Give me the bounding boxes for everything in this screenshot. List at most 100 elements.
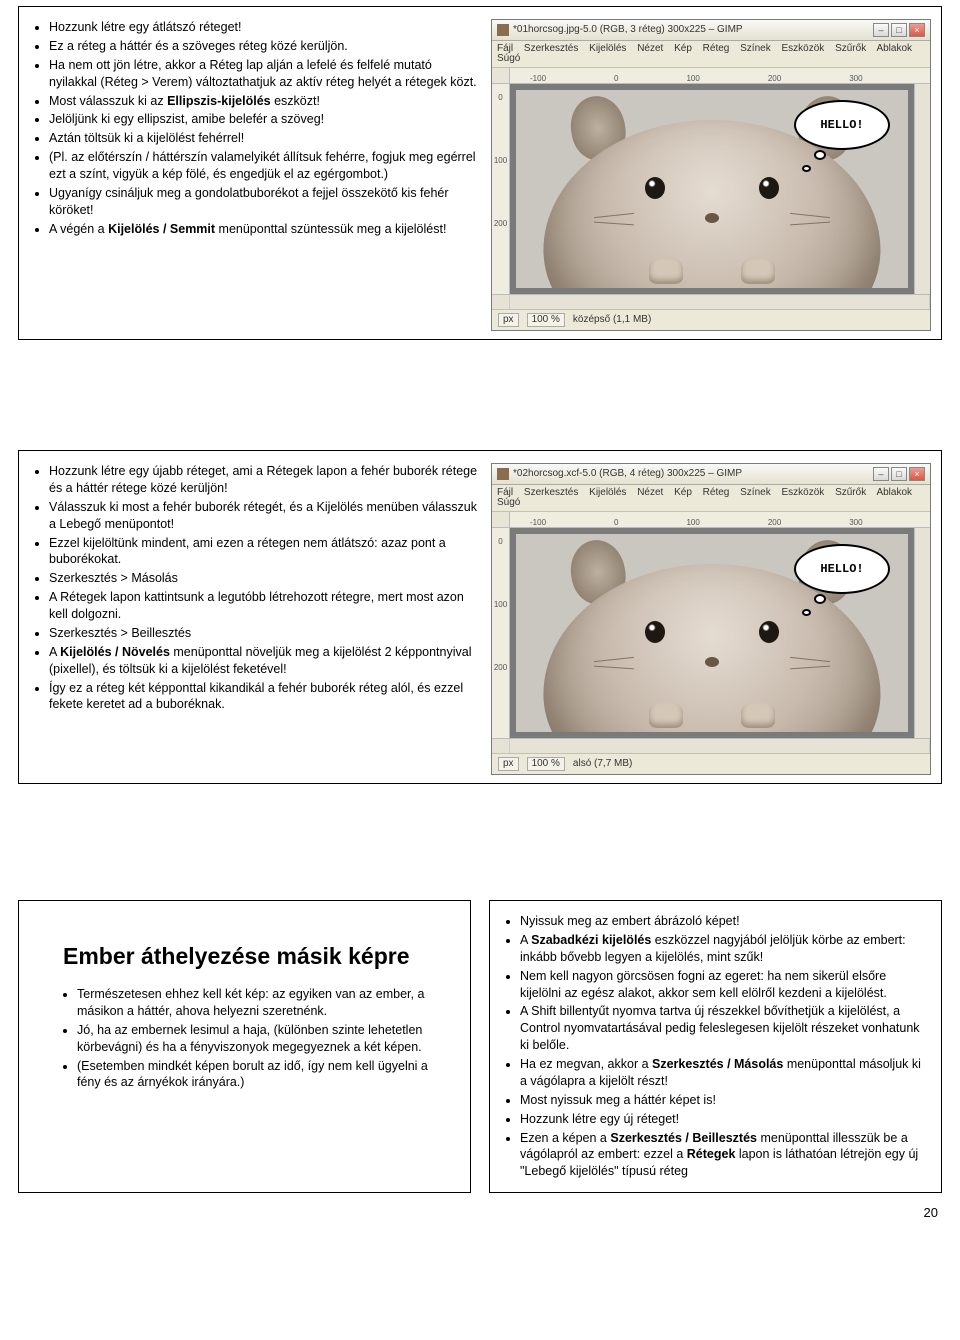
bubble-dot (802, 165, 811, 172)
hamster-paw-left (649, 258, 683, 284)
menu-item[interactable]: Nézet (637, 43, 663, 54)
gimp-titlebar: *01horcsog.jpg-5.0 (RGB, 3 réteg) 300x22… (492, 20, 930, 41)
slide-3: Ember áthelyezése másik képre Természete… (18, 900, 471, 1193)
menu-item[interactable]: Súgó (497, 497, 520, 508)
ruler-tick: 100 (686, 75, 699, 83)
ruler-tick: 0 (614, 519, 618, 527)
slide4-bullets: Nyissuk meg az embert ábrázoló képet! A … (500, 913, 931, 1180)
scroll-track[interactable] (510, 739, 912, 753)
gimp-window-2: *02horcsog.xcf-5.0 (RGB, 4 réteg) 300x22… (491, 463, 931, 775)
gimp-menubar[interactable]: Fájl Szerkesztés Kijelölés Nézet Kép Rét… (492, 485, 930, 512)
menu-item[interactable]: Szűrők (835, 487, 866, 498)
page-number: 20 (0, 1205, 938, 1220)
ruler-tick: 300 (849, 75, 862, 83)
menu-item[interactable]: Kép (674, 487, 692, 498)
ruler-tick: 0 (498, 94, 502, 102)
scrollbar-horizontal[interactable] (492, 738, 930, 753)
menu-item[interactable]: Ablakok (876, 43, 912, 54)
ruler-tick: -100 (530, 519, 546, 527)
slide-1: Hozzunk létre egy átlátszó réteget! Ez a… (18, 6, 942, 340)
bullet: A Szabadkézi kijelölés eszközzel nagyjáb… (520, 932, 921, 966)
menu-item[interactable]: Eszközök (782, 487, 825, 498)
scrollbar-vertical[interactable] (914, 84, 930, 294)
menu-item[interactable]: Szűrők (835, 43, 866, 54)
menu-item[interactable]: Szerkesztés (524, 487, 578, 498)
bullet: Nem kell nagyon görcsösen fogni az egere… (520, 968, 921, 1002)
scrollbar-horizontal[interactable] (492, 294, 930, 309)
minimize-button[interactable]: – (873, 23, 889, 37)
hamster-eye-right (759, 621, 779, 643)
ruler-row: -100 0 100 200 300 (492, 68, 930, 84)
gimp-window-1: *01horcsog.jpg-5.0 (RGB, 3 réteg) 300x22… (491, 19, 931, 331)
gimp-canvas[interactable]: HELLO! (510, 84, 914, 294)
bullet: Így ez a réteg két képponttal kikandikál… (49, 680, 481, 714)
bullet: Ha nem ott jön létre, akkor a Réteg lap … (49, 57, 481, 91)
close-button[interactable]: × (909, 467, 925, 481)
gimp-title: *01horcsog.jpg-5.0 (RGB, 3 réteg) 300x22… (513, 25, 873, 35)
bullet: (Pl. az előtérszín / háttérszín valamely… (49, 149, 481, 183)
bullet: Ez a réteg a háttér és a szöveges réteg … (49, 38, 481, 55)
ruler-tick: 200 (494, 664, 507, 672)
unit-dropdown[interactable]: px (498, 313, 519, 327)
menu-item[interactable]: Eszközök (782, 43, 825, 54)
bullet: Szerkesztés > Beillesztés (49, 625, 481, 642)
menu-item[interactable]: Színek (740, 487, 771, 498)
ruler-horizontal: -100 0 100 200 300 (510, 512, 930, 528)
menu-item[interactable]: Színek (740, 43, 771, 54)
gimp-canvas[interactable]: HELLO! (510, 528, 914, 738)
bullet: Ezen a képen a Szerkesztés / Beillesztés… (520, 1130, 921, 1181)
zoom-dropdown[interactable]: 100 % (527, 313, 565, 327)
slide-4: Nyissuk meg az embert ábrázoló képet! A … (489, 900, 942, 1193)
close-button[interactable]: × (909, 23, 925, 37)
slide2-text: Hozzunk létre egy újabb réteget, ami a R… (29, 459, 491, 775)
menu-item[interactable]: Réteg (703, 487, 730, 498)
bullet: Hozzunk létre egy átlátszó réteget! (49, 19, 481, 36)
minimize-button[interactable]: – (873, 467, 889, 481)
scroll-track[interactable] (510, 295, 912, 309)
status-text: középső (1,1 MB) (573, 315, 651, 325)
ruler-tick: -100 (530, 75, 546, 83)
bullet: Aztán töltsük ki a kijelölést fehérrel! (49, 130, 481, 147)
menu-item[interactable]: Kijelölés (589, 43, 626, 54)
menu-item[interactable]: Kijelölés (589, 487, 626, 498)
maximize-button[interactable]: □ (891, 467, 907, 481)
slide1-image: *01horcsog.jpg-5.0 (RGB, 3 réteg) 300x22… (491, 15, 931, 331)
menu-item[interactable]: Szerkesztés (524, 43, 578, 54)
ruler-vertical: 0 100 200 (492, 528, 510, 738)
thought-bubble: HELLO! (794, 100, 890, 150)
menu-item[interactable]: Réteg (703, 43, 730, 54)
menu-item[interactable]: Súgó (497, 53, 520, 64)
bullet: Válasszuk ki most a fehér buborék rétegé… (49, 499, 481, 533)
bullet: Most nyissuk meg a háttér képet is! (520, 1092, 921, 1109)
bubble-dot (814, 150, 826, 160)
ruler-tick: 0 (498, 538, 502, 546)
ruler-tick: 100 (494, 157, 507, 165)
scroll-corner (912, 739, 930, 753)
menu-item[interactable]: Kép (674, 43, 692, 54)
thought-bubble: HELLO! (794, 544, 890, 594)
bullet: Most válasszuk ki az Ellipszis-kijelölés… (49, 93, 481, 110)
thought-bubble-group: HELLO! (794, 100, 890, 150)
maximize-button[interactable]: □ (891, 23, 907, 37)
slide3-heading: Ember áthelyezése másik képre (63, 943, 432, 970)
bullet: A végén a Kijelölés / Semmit menüponttal… (49, 221, 481, 238)
gimp-statusbar: px 100 % középső (1,1 MB) (492, 309, 930, 330)
ruler-vertical: 0 100 200 (492, 84, 510, 294)
bullet: Jelöljünk ki egy ellipszist, amibe belef… (49, 111, 481, 128)
bullet: Hozzunk létre egy új réteget! (520, 1111, 921, 1128)
bullet: Természetesen ehhez kell két kép: az egy… (77, 986, 432, 1020)
unit-dropdown[interactable]: px (498, 757, 519, 771)
gimp-body: 0 100 200 (492, 84, 930, 294)
hamster-nose (705, 657, 719, 667)
ruler-tick: 200 (768, 519, 781, 527)
bullet: A Shift billentyűt nyomva tartva új rész… (520, 1003, 921, 1054)
zoom-dropdown[interactable]: 100 % (527, 757, 565, 771)
ruler-corner (492, 68, 510, 84)
gimp-menubar[interactable]: Fájl Szerkesztés Kijelölés Nézet Kép Rét… (492, 41, 930, 68)
menu-item[interactable]: Nézet (637, 487, 663, 498)
bullet: Hozzunk létre egy újabb réteget, ami a R… (49, 463, 481, 497)
menu-item[interactable]: Ablakok (876, 487, 912, 498)
scrollbar-vertical[interactable] (914, 528, 930, 738)
canvas-image: HELLO! (516, 90, 908, 288)
window-buttons: – □ × (873, 467, 925, 481)
